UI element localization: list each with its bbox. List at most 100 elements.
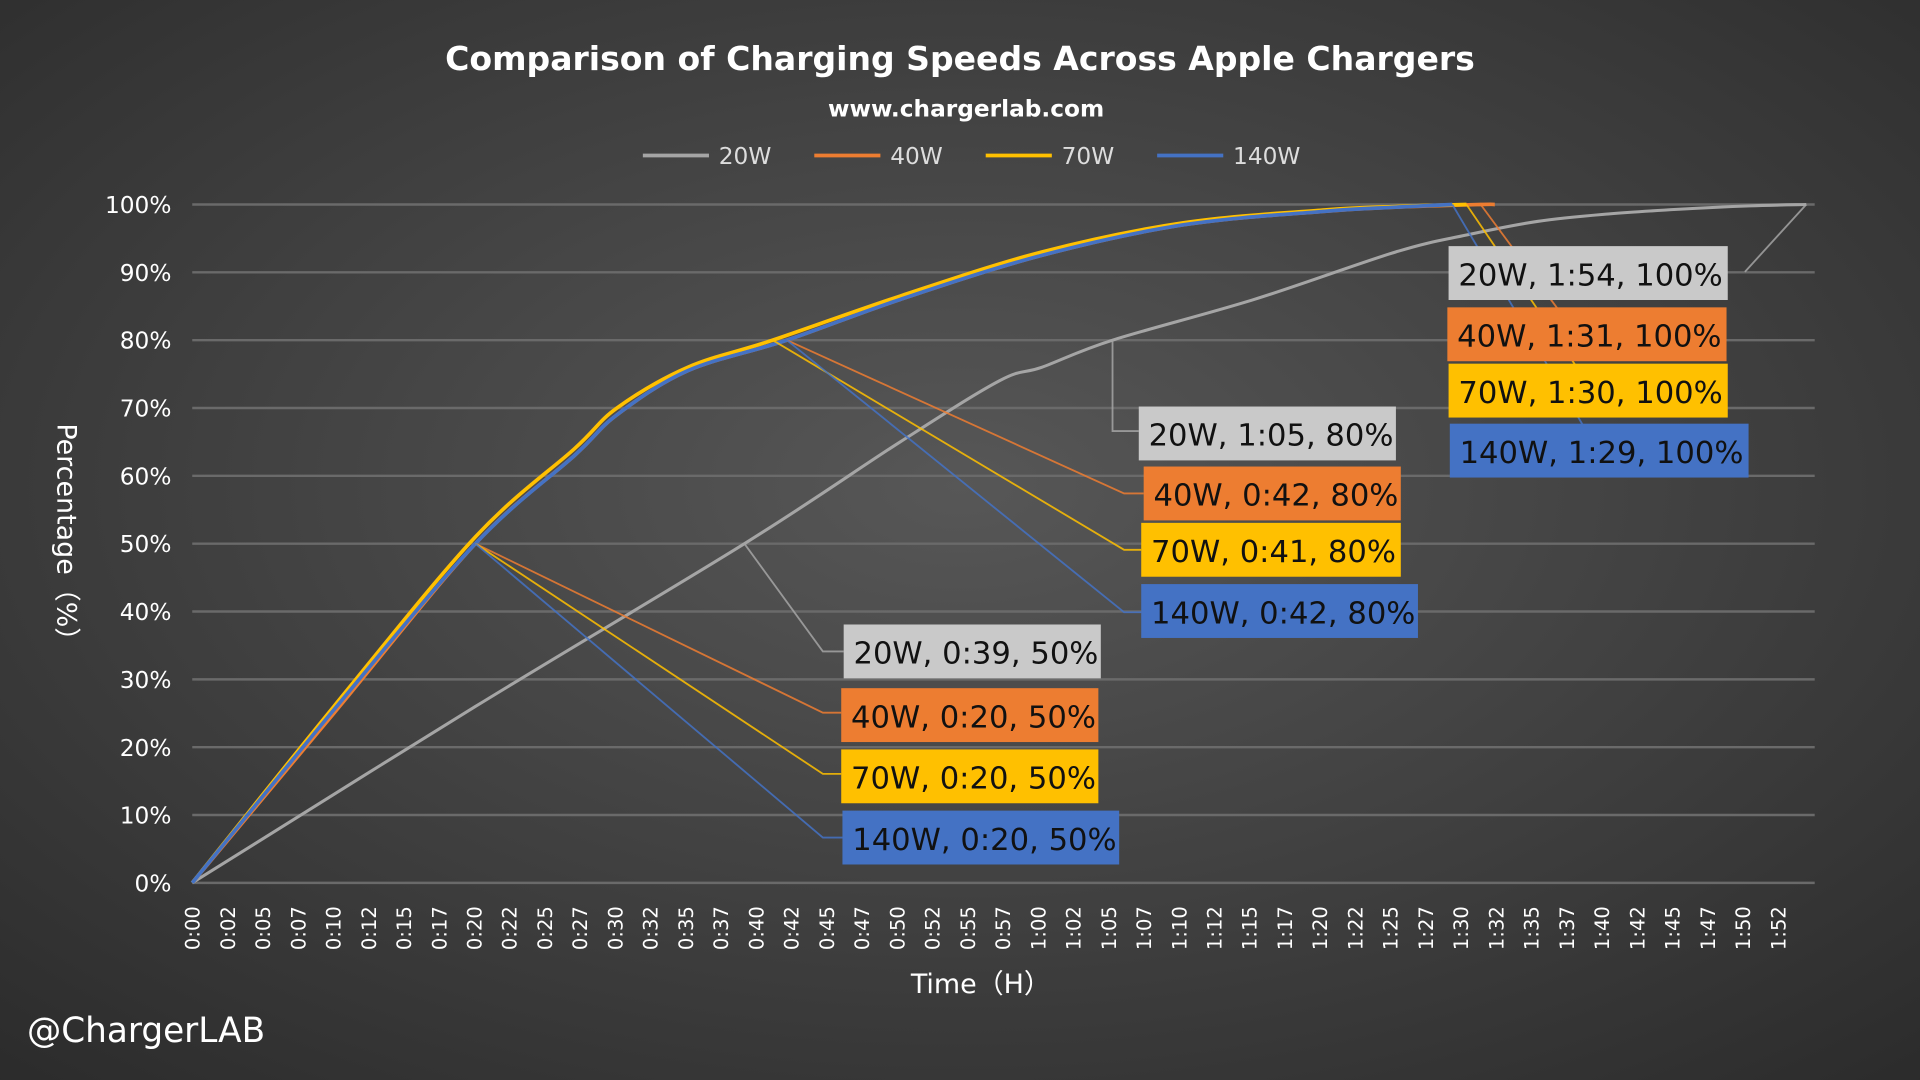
- x-tick-label: 0:20: [463, 906, 486, 950]
- annotation-box: [1448, 246, 1728, 300]
- x-tick-label: 1:32: [1485, 906, 1508, 950]
- y-tick-label: 0%: [135, 870, 172, 897]
- annotation-label: 40W, 0:42, 80%: [1143, 466, 1401, 521]
- annotation-text: 70W, 0:41, 80%: [1151, 535, 1396, 570]
- x-tick-label: 0:00: [182, 906, 205, 950]
- x-tick-label: 1:42: [1626, 906, 1649, 950]
- annotation-text: 70W, 1:30, 100%: [1458, 376, 1722, 411]
- annotation-label: 70W, 0:20, 50%: [841, 749, 1099, 804]
- x-tick-label: 0:30: [604, 906, 627, 950]
- annotation-text: 20W, 0:39, 50%: [853, 637, 1098, 672]
- annotation-text: 70W, 0:20, 50%: [851, 762, 1096, 797]
- annotation-text: 20W, 1:05, 80%: [1149, 419, 1394, 454]
- annotation-leader-line: [1111, 340, 1139, 432]
- annotation-leader-line: [786, 339, 1142, 614]
- watermark: @ChargerLAB: [27, 1011, 265, 1051]
- x-tick-label: 0:55: [957, 906, 980, 950]
- y-tick-label: 70%: [120, 396, 172, 423]
- y-tick-label: 90%: [120, 260, 172, 287]
- annotation-box: [1141, 522, 1401, 577]
- x-tick-label: 0:12: [358, 906, 381, 950]
- x-tick-label: 0:45: [816, 906, 839, 950]
- annotation-text: 140W, 1:29, 100%: [1460, 436, 1744, 471]
- annotation-leader-line: [743, 543, 844, 653]
- annotation-label: 20W, 0:39, 50%: [843, 624, 1101, 679]
- annotation-box: [1138, 406, 1396, 461]
- annotation-box: [1448, 363, 1728, 418]
- annotation-box: [1141, 584, 1418, 638]
- legend-label-140W: 140W: [1233, 143, 1300, 170]
- x-tick-label: 0:52: [922, 906, 945, 950]
- annotation-leader-line: [772, 339, 1142, 551]
- x-tick-label: 1:37: [1556, 906, 1579, 950]
- x-tick-label: 1:17: [1274, 906, 1297, 950]
- y-tick-label: 20%: [120, 735, 172, 762]
- x-tick-label: 1:40: [1591, 906, 1614, 950]
- x-tick-label: 0:50: [886, 906, 909, 950]
- annotation-box: [841, 749, 1099, 804]
- legend-label-70W: 70W: [1062, 143, 1115, 170]
- chart-subtitle: www.chargerlab.com: [828, 95, 1104, 122]
- x-tick-label: 1:45: [1662, 906, 1685, 950]
- annotation-leader-line: [786, 339, 1144, 495]
- annotation-label: 20W, 1:54, 100%: [1448, 246, 1728, 300]
- x-tick-label: 0:07: [287, 906, 310, 950]
- legend-label-40W: 40W: [890, 143, 943, 170]
- x-tick-label: 0:25: [534, 906, 557, 950]
- x-tick-label: 0:37: [710, 906, 733, 950]
- annotation-label: 40W, 0:20, 50%: [841, 688, 1099, 743]
- x-tick-label: 1:07: [1133, 906, 1156, 950]
- annotation-box: [843, 624, 1101, 679]
- x-tick-label: 1:02: [1063, 906, 1086, 950]
- annotation-label: 70W, 0:41, 80%: [1141, 522, 1401, 577]
- x-tick-label: 1:10: [1168, 906, 1191, 950]
- x-tick-label: 0:22: [499, 906, 522, 950]
- legend-label-20W: 20W: [719, 143, 772, 170]
- series-lines: [190, 202, 1807, 885]
- annotation-text: 40W, 1:31, 100%: [1457, 320, 1721, 355]
- x-tick-label: 1:15: [1239, 906, 1262, 950]
- y-axis-ticks: 0% 10% 20% 30% 40% 50% 60% 70% 80% 90% 100%: [105, 192, 171, 897]
- legend: 20W 40W 70W 140W: [642, 143, 1300, 170]
- x-tick-label: 1:52: [1767, 906, 1790, 950]
- y-tick-label: 60%: [120, 463, 172, 490]
- x-tick-label: 1:22: [1344, 906, 1367, 950]
- x-tick-label: 0:27: [569, 906, 592, 950]
- x-tick-label: 0:15: [393, 906, 416, 950]
- x-tick-label: 1:47: [1697, 906, 1720, 950]
- annotation-leader-line: [475, 542, 842, 714]
- y-tick-label: 100%: [105, 192, 171, 219]
- annotation-box: [841, 688, 1099, 743]
- x-tick-label: 1:35: [1521, 906, 1544, 950]
- x-tick-label: 0:10: [323, 906, 346, 950]
- annotation-label: 140W, 0:42, 80%: [1141, 584, 1418, 638]
- annotation-text: 40W, 0:42, 80%: [1153, 479, 1398, 514]
- annotation-box: [1143, 466, 1401, 521]
- x-axis-ticks: 0:00 0:02 0:05 0:07 0:10 0:12 0:15 0:17 0:20 0:22…: [182, 906, 1791, 950]
- x-tick-label: 0:47: [851, 906, 874, 950]
- x-tick-label: 0:17: [428, 906, 451, 950]
- annotation-box: [1447, 307, 1727, 362]
- x-tick-label: 1:20: [1309, 906, 1332, 950]
- y-tick-label: 50%: [120, 531, 172, 558]
- annotation-text: 40W, 0:20, 50%: [851, 700, 1096, 735]
- annotation-box: [1449, 423, 1749, 478]
- x-tick-label: 0:42: [781, 906, 804, 950]
- y-tick-label: 80%: [120, 328, 172, 355]
- x-tick-label: 1:25: [1380, 906, 1403, 950]
- x-tick-label: 1:50: [1732, 906, 1755, 950]
- series-line-20W: [191, 202, 1807, 885]
- annotation-leader-line: [474, 542, 843, 839]
- y-tick-label: 10%: [120, 803, 172, 830]
- y-axis-label: Percentage（%）: [51, 423, 82, 654]
- annotation-label: 40W, 1:31, 100%: [1447, 307, 1727, 362]
- x-tick-label: 1:27: [1415, 906, 1438, 950]
- chart-title: Comparison of Charging Speeds Across App…: [445, 39, 1475, 78]
- x-tick-label: 1:30: [1450, 906, 1473, 950]
- annotation-label: 140W, 0:20, 50%: [842, 810, 1120, 865]
- annotation-leader-line: [1744, 203, 1807, 273]
- y-tick-label: 30%: [120, 667, 172, 694]
- annotation-labels: 20W, 0:39, 50% 40W, 0:20, 50% 70W, 0:20, 5…: [841, 246, 1749, 865]
